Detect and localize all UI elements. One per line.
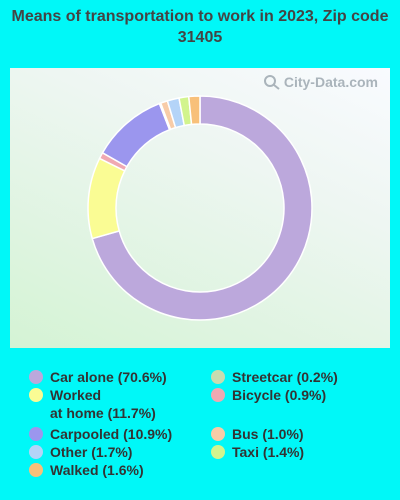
donut-slice-3 [101, 102, 171, 168]
donut-slice-0 [91, 95, 313, 321]
chart-title: Means of transportation to work in 2023,… [11, 8, 389, 46]
magnifier-icon [263, 75, 280, 90]
watermark-text: City-Data.com [283, 74, 378, 90]
donut-slice-1 [87, 157, 126, 240]
watermark: City-Data.com [263, 74, 378, 90]
donut-slice-8 [187, 95, 201, 126]
